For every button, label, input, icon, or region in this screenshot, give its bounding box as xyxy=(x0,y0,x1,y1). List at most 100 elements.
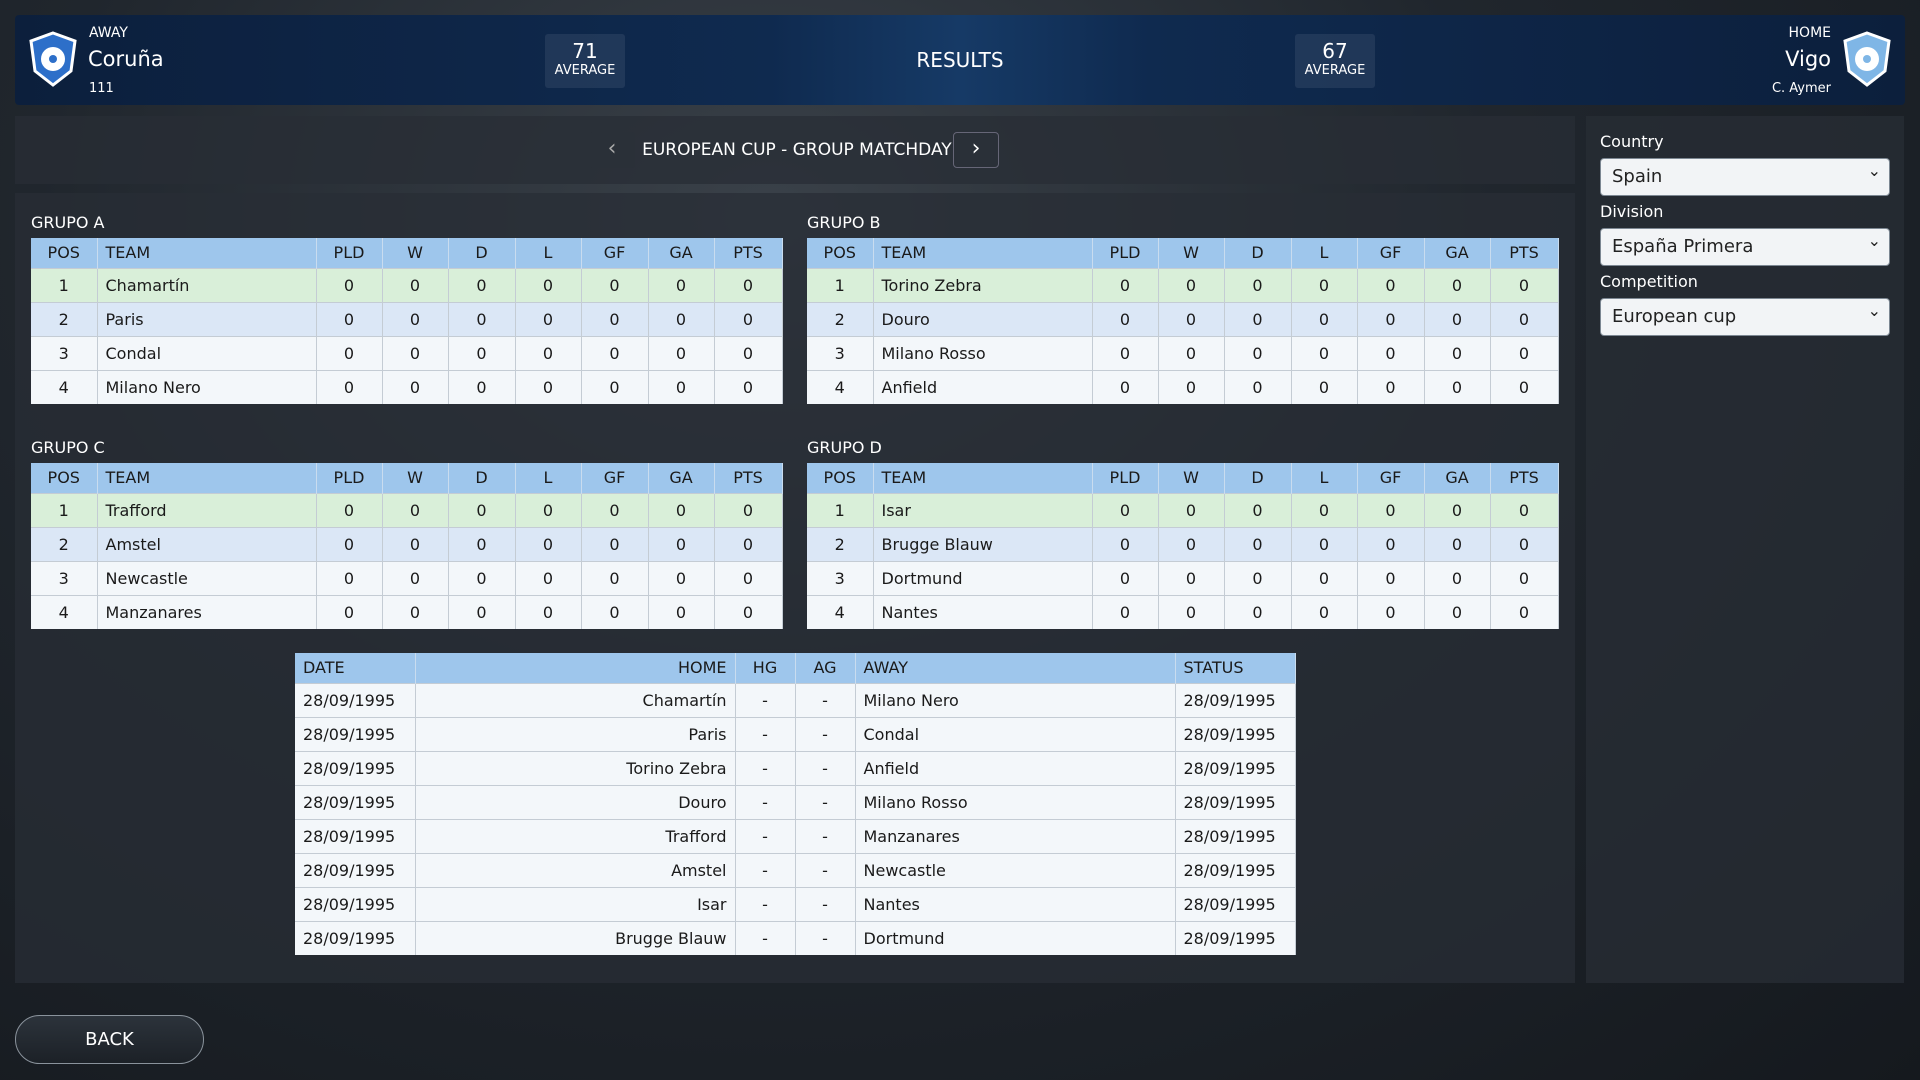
cell: 0 xyxy=(581,492,649,527)
team-row: 4 Anfield 0 0 0 0 0 0 0 xyxy=(807,369,1559,404)
prev-button[interactable]: ‹ xyxy=(589,132,635,168)
column-header: HG xyxy=(735,653,796,683)
cell: 0 xyxy=(1424,560,1491,595)
cell: 0 xyxy=(448,594,516,629)
column-header: DATE xyxy=(295,653,416,683)
match-row: 28/09/1995 Isar - - Nantes 28/09/1995 xyxy=(295,886,1296,921)
column-header: GA xyxy=(1424,463,1491,493)
cell: Condal xyxy=(97,335,317,370)
cell: 0 xyxy=(648,335,715,370)
header-row: POS TEAM PLD W D L GF GA PTS xyxy=(807,238,1559,268)
group-table: POS TEAM PLD W D L GF GA PTS 1 Trafford 0 0 0 0 0 0 0 2 Ams… xyxy=(31,463,783,629)
cell: Amstel xyxy=(415,852,736,887)
cell: Milano Nero xyxy=(97,369,317,404)
cell: 0 xyxy=(1424,492,1491,527)
cell: 0 xyxy=(1357,369,1425,404)
away-number: 111 xyxy=(89,81,114,96)
team-row: 4 Milano Nero 0 0 0 0 0 0 0 xyxy=(31,369,783,404)
column-header: GF xyxy=(581,463,649,493)
column-header: PLD xyxy=(316,238,383,268)
cell: Amstel xyxy=(97,526,317,561)
team-row: 3 Condal 0 0 0 0 0 0 0 xyxy=(31,335,783,370)
next-button[interactable]: › xyxy=(953,132,999,168)
filter-select[interactable]: European cup xyxy=(1600,298,1890,336)
cell: 0 xyxy=(648,526,715,561)
column-header: D xyxy=(1224,238,1292,268)
cell: 0 xyxy=(581,526,649,561)
cell: Nantes xyxy=(855,886,1176,921)
cell: 0 xyxy=(316,301,383,336)
column-header: D xyxy=(448,238,516,268)
cell: 28/09/1995 xyxy=(1175,750,1296,785)
cell: 0 xyxy=(1092,301,1159,336)
team-row: 1 Torino Zebra 0 0 0 0 0 0 0 xyxy=(807,267,1559,302)
nav-title: EUROPEAN CUP - GROUP MATCHDAY 1 xyxy=(642,140,968,160)
cell: 28/09/1995 xyxy=(1175,716,1296,751)
column-header: AWAY xyxy=(855,653,1176,683)
cell: 28/09/1995 xyxy=(1175,920,1296,955)
filters-panel: Country Spain Division España Primera Compet… xyxy=(1586,116,1904,983)
header-row: POS TEAM PLD W D L GF GA PTS xyxy=(807,463,1559,493)
cell: Paris xyxy=(415,716,736,751)
cell: 0 xyxy=(1490,492,1559,527)
cell: 0 xyxy=(648,594,715,629)
filter-label: Competition xyxy=(1600,272,1698,291)
cell: 0 xyxy=(515,560,582,595)
cell: 0 xyxy=(515,267,582,302)
cell: - xyxy=(795,886,856,921)
cell: Douro xyxy=(415,784,736,819)
match-row: 28/09/1995 Chamartín - - Milano Nero 28/09/19… xyxy=(295,682,1296,717)
cell: Brugge Blauw xyxy=(873,526,1093,561)
cell: 0 xyxy=(1158,369,1225,404)
cell: - xyxy=(735,750,796,785)
filter-select[interactable]: España Primera xyxy=(1600,228,1890,266)
cell: 28/09/1995 xyxy=(1175,682,1296,717)
cell: Dortmund xyxy=(873,560,1093,595)
cell: 0 xyxy=(1158,560,1225,595)
column-header: W xyxy=(382,238,449,268)
cell: 28/09/1995 xyxy=(1175,784,1296,819)
cell: 0 xyxy=(1357,492,1425,527)
cell: 0 xyxy=(448,560,516,595)
back-button[interactable]: BACK xyxy=(15,1015,204,1064)
column-header: PTS xyxy=(1490,463,1559,493)
cell: 0 xyxy=(316,594,383,629)
title: RESULTS xyxy=(916,48,1004,72)
cell: 28/09/1995 xyxy=(1175,852,1296,887)
cell: 2 xyxy=(31,526,98,561)
cell: - xyxy=(795,682,856,717)
column-header: GA xyxy=(1424,238,1491,268)
cell: 0 xyxy=(1424,369,1491,404)
column-header: GA xyxy=(648,238,715,268)
cell: 0 xyxy=(1224,560,1292,595)
cell: - xyxy=(735,818,796,853)
cell: Milano Rosso xyxy=(873,335,1093,370)
label: AVERAGE xyxy=(554,63,616,78)
cell: 4 xyxy=(807,369,874,404)
column-header: GF xyxy=(1357,238,1425,268)
group-title: GRUPO B xyxy=(807,213,881,232)
cell: 0 xyxy=(1224,594,1292,629)
header-row: POS TEAM PLD W D L GF GA PTS xyxy=(31,463,783,493)
cell: 0 xyxy=(1158,267,1225,302)
cell: 0 xyxy=(1357,594,1425,629)
cell: Chamartín xyxy=(97,267,317,302)
cell: 0 xyxy=(515,369,582,404)
cell: 3 xyxy=(807,335,874,370)
column-header: TEAM xyxy=(873,238,1093,268)
home-label: HOME xyxy=(1788,25,1831,41)
value: 71 xyxy=(572,39,598,63)
cell: 0 xyxy=(1291,301,1358,336)
column-header: POS xyxy=(807,463,874,493)
cell: 0 xyxy=(382,526,449,561)
group-title: GRUPO C xyxy=(31,438,105,457)
cell: - xyxy=(735,852,796,887)
header-row: DATE HOME HG AG AWAY STATUS xyxy=(295,653,1296,683)
column-header: W xyxy=(1158,463,1225,493)
filter-select[interactable]: Spain xyxy=(1600,158,1890,196)
cell: 0 xyxy=(1291,594,1358,629)
cell: 0 xyxy=(1158,301,1225,336)
cell: 0 xyxy=(714,267,783,302)
cell: 1 xyxy=(807,492,874,527)
column-header: W xyxy=(1158,238,1225,268)
